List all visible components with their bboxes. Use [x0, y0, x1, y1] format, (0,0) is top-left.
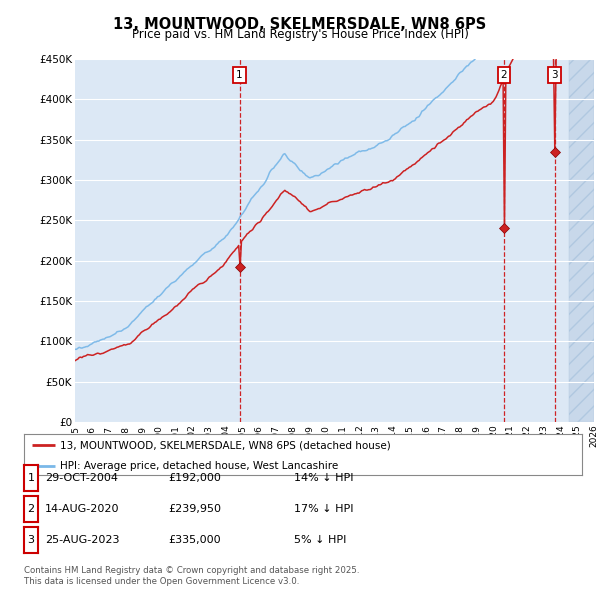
Text: 2: 2: [28, 504, 34, 514]
Text: £192,000: £192,000: [168, 473, 221, 483]
Text: 3: 3: [28, 536, 34, 545]
Text: Price paid vs. HM Land Registry's House Price Index (HPI): Price paid vs. HM Land Registry's House …: [131, 28, 469, 41]
Text: 13, MOUNTWOOD, SKELMERSDALE, WN8 6PS (detached house): 13, MOUNTWOOD, SKELMERSDALE, WN8 6PS (de…: [60, 440, 391, 450]
Text: 25-AUG-2023: 25-AUG-2023: [45, 536, 119, 545]
Text: 13, MOUNTWOOD, SKELMERSDALE, WN8 6PS: 13, MOUNTWOOD, SKELMERSDALE, WN8 6PS: [113, 17, 487, 31]
Text: £335,000: £335,000: [168, 536, 221, 545]
Text: HPI: Average price, detached house, West Lancashire: HPI: Average price, detached house, West…: [60, 461, 338, 471]
Text: Contains HM Land Registry data © Crown copyright and database right 2025.
This d: Contains HM Land Registry data © Crown c…: [24, 566, 359, 586]
Text: 29-OCT-2004: 29-OCT-2004: [45, 473, 118, 483]
Text: 1: 1: [236, 70, 243, 80]
Text: 17% ↓ HPI: 17% ↓ HPI: [294, 504, 353, 514]
Text: 3: 3: [551, 70, 558, 80]
Text: 14-AUG-2020: 14-AUG-2020: [45, 504, 119, 514]
Text: £239,950: £239,950: [168, 504, 221, 514]
Text: 2: 2: [500, 70, 507, 80]
Text: 5% ↓ HPI: 5% ↓ HPI: [294, 536, 346, 545]
Text: 14% ↓ HPI: 14% ↓ HPI: [294, 473, 353, 483]
Text: 1: 1: [28, 473, 34, 483]
